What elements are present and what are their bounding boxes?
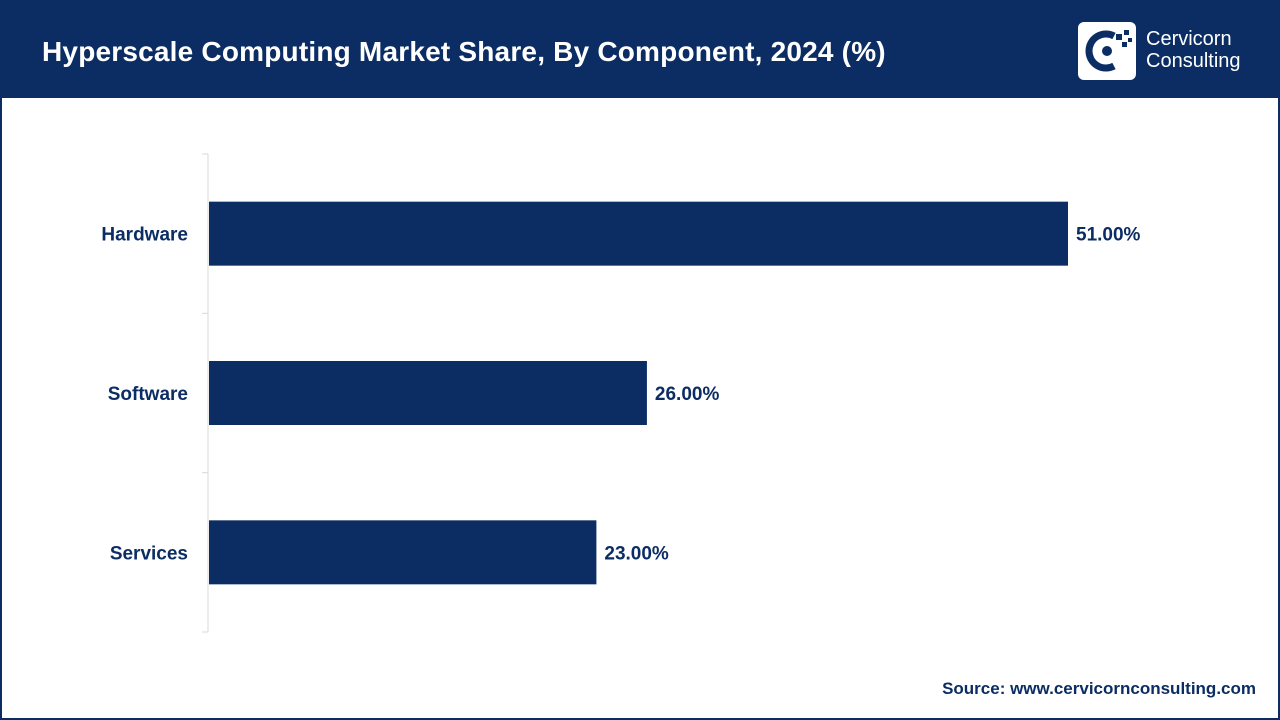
value-label-software: 26.00% [655, 384, 720, 405]
bar-services [209, 520, 597, 585]
logo-line-1: Cervicorn [1146, 28, 1232, 50]
chart-title: Hyperscale Computing Market Share, By Co… [42, 36, 886, 67]
company-logo: Cervicorn Consulting [1078, 22, 1268, 80]
bar-chart-svg: Hardware 51.00% Software 26.00% Services 23.0… [101, 153, 1141, 633]
logo-line-2: Consulting [1146, 50, 1241, 72]
cervicorn-logo-icon [1078, 22, 1136, 80]
bar-chart: Hardware 51.00% Software 26.00% Services 23.0… [2, 98, 1278, 658]
bar-hardware [209, 201, 1068, 266]
logo-text: Cervicorn Consulting [1146, 28, 1241, 72]
value-label-services: 23.00% [604, 543, 669, 564]
category-label-software: Software [108, 384, 188, 405]
header-bar: Hyperscale Computing Market Share, By Co… [2, 2, 1278, 98]
source-note: Source: www.cervicornconsulting.com [942, 679, 1256, 698]
bar-software [209, 361, 647, 425]
value-label-hardware: 51.00% [1076, 225, 1141, 246]
category-label-hardware: Hardware [101, 225, 188, 246]
category-label-services: Services [110, 543, 188, 564]
